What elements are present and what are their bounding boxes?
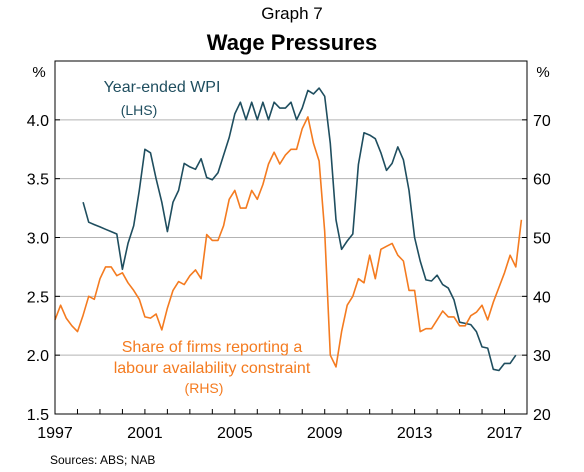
x-tick-label: 2017: [487, 425, 523, 442]
left-tick-label: 4.0: [27, 113, 49, 130]
series-label-share-axis: (RHS): [185, 380, 224, 396]
series-label-share-line2: labour availability constraint: [114, 360, 311, 377]
left-tick-label: 3.0: [27, 231, 49, 248]
left-axis-unit: %: [32, 64, 45, 81]
series-line-share: [54, 116, 523, 368]
x-tick-label: 2001: [127, 425, 163, 442]
sources-note: Sources: ABS; NAB: [50, 453, 156, 467]
left-tick-label: 2.0: [27, 348, 49, 365]
left-tick-label: 3.5: [27, 172, 49, 189]
x-tick-label: 2009: [307, 425, 343, 442]
right-axis-unit: %: [536, 64, 549, 81]
right-tick-label: 40: [533, 289, 551, 306]
x-tick-label: 1997: [37, 425, 73, 442]
right-tick-label: 60: [533, 172, 551, 189]
right-tick-label: 50: [533, 231, 551, 248]
right-tick-label: 20: [533, 407, 551, 424]
x-tick-label: 2013: [397, 425, 433, 442]
right-tick-label: 70: [533, 113, 551, 130]
left-tick-label: 1.5: [27, 407, 49, 424]
graph-label: Graph 7: [261, 4, 323, 23]
series-label-wpi-axis: (LHS): [121, 102, 158, 118]
chart-title: Wage Pressures: [206, 30, 378, 55]
x-tick-label: 2005: [217, 425, 253, 442]
series-label-share: Share of firms reporting a: [122, 339, 303, 356]
series-label-wpi: Year-ended WPI: [104, 79, 221, 96]
right-tick-label: 30: [533, 348, 551, 365]
left-tick-label: 2.5: [27, 289, 49, 306]
series-line-wpi: [82, 87, 517, 372]
